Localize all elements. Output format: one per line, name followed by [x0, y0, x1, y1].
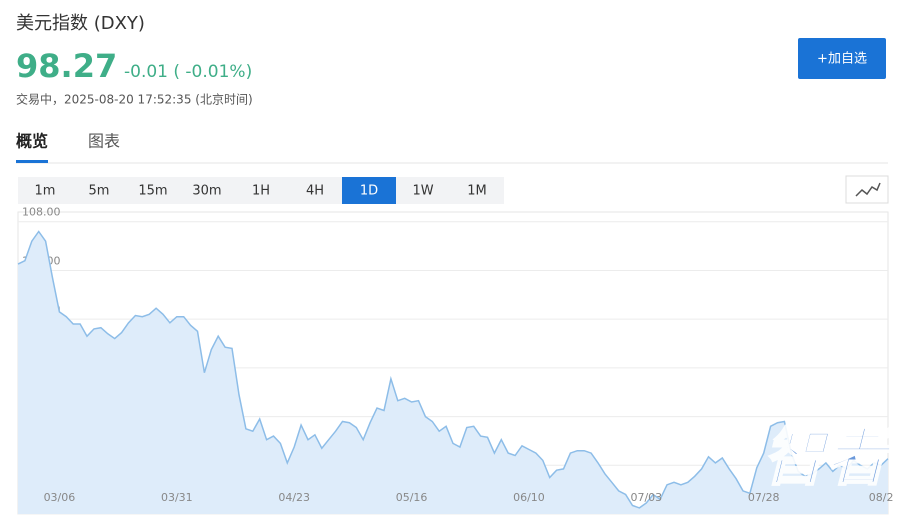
timeframe-button[interactable]: 30m: [192, 184, 221, 199]
chart: 96.0098.00100.00102.00104.00106.00108.00…: [17, 206, 894, 515]
x-tick-label: 03/06: [44, 491, 76, 504]
timeframe-button[interactable]: 1M: [467, 184, 487, 199]
timeframe-label: 1m: [35, 184, 56, 199]
icon-box: [845, 175, 889, 204]
button-label: +加自选: [817, 52, 867, 67]
x-tick-label: 03/31: [161, 491, 193, 504]
timeframe-button[interactable]: 5m: [89, 184, 110, 199]
button-bg: [798, 38, 886, 79]
timeframe-label: 30m: [192, 184, 221, 199]
watermark: 智者: [763, 421, 895, 494]
timeframe-label: 5m: [89, 184, 110, 199]
timeframe-button[interactable]: 1m: [35, 184, 56, 199]
icon: [855, 182, 881, 197]
chart-type-button[interactable]: [845, 175, 889, 204]
tab[interactable]: 概览: [16, 132, 48, 151]
y-tick-label: 108.00: [22, 206, 61, 219]
timeframe-label: 1D: [360, 184, 378, 199]
tab-underline: [16, 160, 48, 163]
x-tick-label: 08/2: [869, 491, 894, 504]
line: [17, 230, 889, 509]
timeframe-label: 1H: [252, 184, 270, 199]
tab[interactable]: 图表: [88, 132, 120, 151]
timeframe-button[interactable]: 1W: [412, 184, 433, 199]
title: 美元指数 (DXY): [16, 13, 145, 34]
x-tick-label: 05/16: [396, 491, 428, 504]
x-tick-label: 07/28: [748, 491, 780, 504]
x-tick-label: 07/03: [630, 491, 662, 504]
timeframes: 1m 5m 15m 30m 1H 4H 1D 1W 1M: [35, 177, 487, 204]
timeframe-button[interactable]: 15m: [138, 184, 167, 199]
timeframe-label: 1M: [467, 184, 487, 199]
x-tick-label: 04/23: [278, 491, 310, 504]
timeframe-button[interactable]: 1H: [252, 184, 270, 199]
tabs: 概览 图表: [16, 132, 120, 163]
area: [18, 231, 888, 514]
timeframe-button[interactable]: 4H: [306, 184, 324, 199]
timeframe-bar: [18, 177, 504, 204]
timeframe-button[interactable]: 1D: [342, 177, 396, 204]
timeframe-label: 15m: [138, 184, 167, 199]
watch-button[interactable]: +加自选: [798, 38, 886, 79]
x-tick-label: 06/10: [513, 491, 545, 504]
status: 交易中，2025-08-20 17:52:35 (北京时间): [16, 92, 253, 107]
price: 98.27: [16, 47, 117, 85]
change: -0.01 ( -0.01%): [124, 62, 252, 82]
timeframe-label: 4H: [306, 184, 324, 199]
timeframe-label: 1W: [412, 184, 433, 199]
timeframe-active: [342, 177, 396, 204]
